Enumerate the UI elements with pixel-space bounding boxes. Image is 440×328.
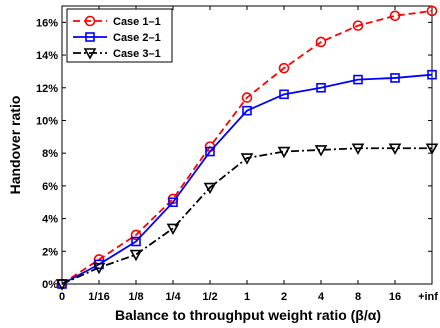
- x-tick-label: 2: [281, 291, 287, 303]
- data-point: [166, 223, 180, 236]
- y-tick-label: 4%: [42, 214, 58, 226]
- legend-marker: [83, 48, 97, 60]
- x-tick-label: 0: [59, 291, 65, 303]
- legend-marker: [85, 32, 95, 42]
- data-point: [129, 249, 143, 262]
- x-tick-label: 1/2: [202, 291, 217, 303]
- legend-label: Case 1–1: [113, 16, 161, 28]
- series-3: [55, 143, 439, 291]
- data-point: [279, 89, 289, 100]
- x-tick-label: 8: [355, 291, 361, 303]
- data-point: [351, 143, 365, 155]
- data-point: [425, 143, 439, 155]
- y-tick-label: 16%: [36, 17, 58, 29]
- legend-label: Case 2–1: [113, 32, 161, 44]
- legend-marker: [84, 15, 96, 27]
- data-point: [240, 153, 254, 165]
- x-axis-title: Balance to throughput weight ratio (β/α): [115, 307, 381, 323]
- y-axis: 0% 2% 4% 6% 8% 10% 12% 14% 16%: [36, 17, 432, 291]
- y-tick-label: 14%: [36, 50, 58, 62]
- legend-label: Case 3–1: [113, 48, 161, 60]
- series-layer: [55, 5, 439, 291]
- data-point: [278, 62, 290, 74]
- x-tick-label: +inf: [418, 291, 438, 303]
- x-axis: 0 1/16 1/8 1/4 1/2 1 2 4 8 16 +inf: [59, 6, 438, 303]
- data-point: [55, 279, 69, 291]
- data-point: [315, 36, 327, 48]
- series-line: [61, 73, 433, 285]
- series-line: [61, 147, 432, 285]
- y-tick-label: 6%: [42, 181, 58, 193]
- data-point: [353, 74, 363, 85]
- series-2: [57, 69, 437, 289]
- data-point: [388, 143, 402, 155]
- x-tick-label: 4: [318, 291, 325, 303]
- y-tick-label: 0%: [42, 279, 58, 291]
- y-tick-label: 8%: [42, 148, 58, 160]
- data-point: [427, 69, 437, 80]
- data-point: [316, 82, 326, 93]
- data-point: [241, 92, 253, 103]
- data-point: [426, 5, 438, 17]
- x-tick-label: 1/8: [128, 291, 143, 303]
- data-point: [314, 145, 328, 157]
- data-point: [390, 73, 400, 83]
- y-tick-label: 12%: [36, 83, 58, 95]
- legend: Case 1–1 Case 2–1 Case 3–1: [66, 8, 173, 63]
- data-point: [242, 105, 252, 116]
- data-point: [352, 20, 364, 31]
- data-point: [203, 182, 217, 195]
- x-tick-label: 1: [244, 291, 250, 303]
- data-point: [168, 197, 178, 208]
- y-axis-title: Handover ratio: [7, 96, 23, 195]
- data-point: [130, 229, 142, 241]
- y-tick-label: 2%: [42, 246, 58, 258]
- x-tick-label: 16: [389, 291, 401, 303]
- series-line: [61, 10, 433, 285]
- data-point: [277, 146, 291, 159]
- x-tick-label: 1/16: [88, 291, 109, 303]
- data-point: [131, 236, 141, 247]
- y-tick-label: 10%: [36, 115, 58, 127]
- x-tick-label: 1/4: [165, 291, 181, 303]
- data-point: [92, 262, 106, 275]
- data-point: [389, 10, 401, 22]
- data-point: [205, 146, 215, 157]
